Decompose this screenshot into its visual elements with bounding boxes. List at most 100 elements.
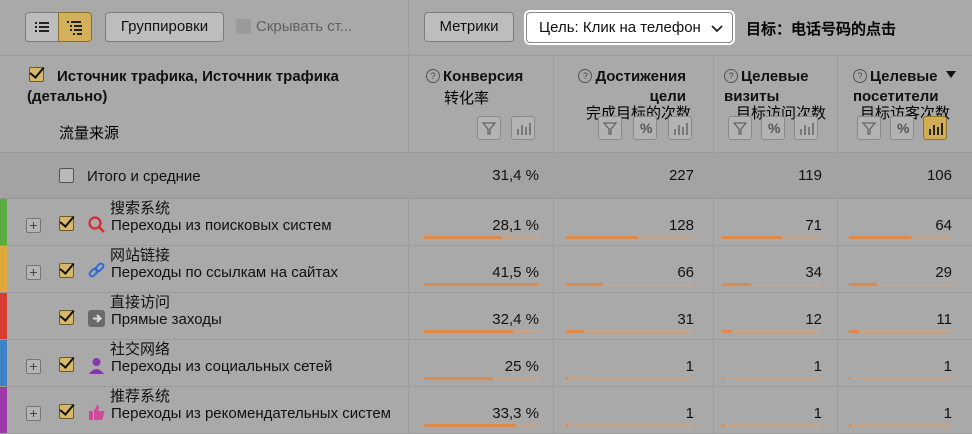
totals-value-goal-visitors: 106 [926,167,952,184]
hide-rows-checkbox[interactable] [236,19,251,34]
cell-goal-visitors-bar [849,377,952,380]
cell-conversion: 32,4 % [492,311,539,328]
source-color-stripe [0,199,7,246]
sort-desc-icon[interactable] [946,71,956,79]
row-checkbox[interactable] [59,404,74,419]
cell-goal-reaches-bar [566,283,694,286]
chart-button[interactable] [923,116,947,140]
tree-icon [67,21,82,35]
cell-goal-visitors: 11 [936,311,952,328]
row-checkbox[interactable] [59,310,74,325]
goal-select[interactable]: Цель: Клик на телефон [526,12,733,43]
cell-goal-visitors-bar [849,283,952,286]
percent-button[interactable]: % [890,116,914,140]
cell-goal-reaches-bar [566,236,694,239]
bar-chart-icon [929,123,943,135]
help-icon[interactable]: ? [578,69,593,83]
chevron-down-icon [711,25,723,33]
cell-goal-visits-bar [722,330,822,333]
hide-rows-toggle[interactable]: Скрывать ст... [236,18,366,36]
cell-goal-reaches-bar [566,377,694,380]
row-checkbox[interactable] [59,263,74,278]
cell-goal-visits: 1 [813,358,822,375]
row-label[interactable]: Переходы из рекомендательных систем [111,405,391,422]
column-goal-reaches-title[interactable]: ? Достижения цели [568,67,686,107]
cell-conversion: 41,5 % [492,264,539,281]
goal-select-value: Цель: Клик на телефон [539,19,701,36]
column-goal-visits-title[interactable]: ? Целевые визиты [724,68,809,105]
expand-button[interactable]: + [26,265,41,280]
filter-icon [602,122,618,135]
row-translation: 网站链接 [110,247,171,264]
row-translation: 搜索系统 [110,200,171,217]
cell-goal-reaches-bar [566,424,694,427]
row-label[interactable]: Прямые заходы [111,311,222,328]
source-color-stripe [0,293,7,340]
table-row: + 社交网络 Переходы из социальных сетей 25 % 1 1 1 [0,340,972,387]
column-conversion-translation: 转化率 [444,90,490,107]
chart-button[interactable] [794,116,818,140]
tree-view-button[interactable] [58,12,92,42]
search-icon [88,216,105,233]
cell-goal-visits-bar [722,377,822,380]
filter-button[interactable] [477,116,501,140]
hide-rows-label: Скрывать ст... [256,18,353,35]
filter-icon [732,122,748,135]
row-label[interactable]: Переходы из поисковых систем [111,217,332,234]
link-icon [88,262,105,278]
expand-button[interactable]: + [26,406,41,421]
column-goal-visitors-title[interactable]: ? Целевые посетители [853,68,939,105]
cell-goal-visits-bar [722,424,822,427]
dimension-column-translation: 流量来源 [59,125,120,142]
cell-conversion-bar [424,330,539,333]
filter-icon [861,122,877,135]
groupings-button[interactable]: Группировки [105,12,224,42]
chart-button[interactable] [668,116,692,140]
row-checkbox[interactable] [59,357,74,372]
cell-goal-visits: 71 [805,217,822,234]
cell-goal-visitors: 64 [935,217,952,234]
help-icon[interactable]: ? [724,69,738,83]
totals-row: Итого и средние 31,4 % 227 119 106 [0,153,972,198]
cell-goal-visits: 1 [813,405,822,422]
cell-goal-visitors: 1 [943,405,952,422]
filter-button[interactable] [728,116,752,140]
help-icon[interactable]: ? [853,69,867,83]
expand-button[interactable]: + [26,218,41,233]
source-color-stripe [0,246,7,293]
cell-goal-visits: 12 [805,311,822,328]
cell-goal-visits: 34 [805,264,822,281]
expand-button[interactable]: + [26,359,41,374]
row-label[interactable]: Переходы по ссылкам на сайтах [111,264,338,281]
thumb-up-icon [89,405,105,420]
percent-icon: % [640,120,653,136]
row-checkbox[interactable] [59,216,74,231]
table-row: + 搜索系统 Переходы из поисковых систем 28,1 % 1… [0,199,972,246]
filter-button[interactable] [857,116,881,140]
cell-goal-visitors: 1 [943,358,952,375]
totals-checkbox[interactable] [59,168,74,183]
cell-goal-visits-bar [722,236,822,239]
percent-button[interactable]: % [761,116,785,140]
totals-value-conversion: 31,4 % [492,167,539,184]
list-view-button[interactable] [25,12,59,42]
row-translation: 直接访问 [110,294,171,311]
dimension-column-title[interactable]: Источник трафика, Источник трафика (дета… [27,68,339,105]
chart-button[interactable] [511,116,535,140]
totals-value-goal-reaches: 227 [668,167,694,184]
select-all-checkbox[interactable] [29,67,44,82]
cell-goal-visitors-bar [849,424,952,427]
row-label[interactable]: Переходы из социальных сетей [111,358,333,375]
cell-goal-reaches: 31 [677,311,694,328]
bar-chart-icon [800,123,814,135]
percent-button[interactable]: % [633,116,657,140]
cell-goal-reaches-bar [566,330,694,333]
cell-conversion-bar [424,283,539,286]
column-conversion-title[interactable]: ? Конверсия [426,67,523,87]
filter-button[interactable] [598,116,622,140]
goal-translation: 目标：电话号码的点击 [746,21,897,38]
metrics-button[interactable]: Метрики [424,12,514,42]
cell-goal-reaches: 128 [668,217,694,234]
table-row: + 网站链接 Переходы по ссылкам на сайтах 41,5 %… [0,246,972,293]
help-icon[interactable]: ? [426,69,440,83]
